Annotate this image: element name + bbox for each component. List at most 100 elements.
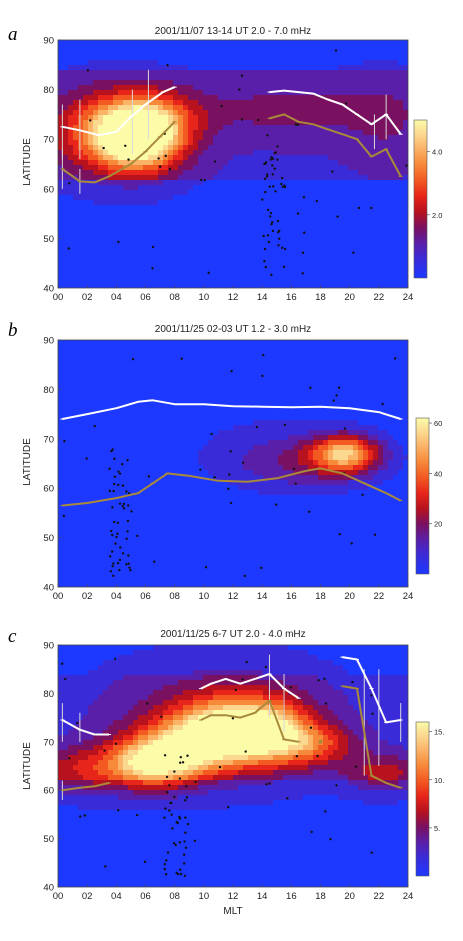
panel-title: 2001/11/25 6-7 UT 2.0 - 4.0 mHz	[160, 629, 305, 640]
x-tick-label: 20	[344, 292, 355, 303]
x-tick-label: 16	[286, 891, 297, 902]
heatmap-field	[58, 40, 408, 288]
x-tick-label: 04	[111, 891, 122, 902]
colorbar: 15. 10. 5.	[415, 721, 444, 877]
y-tick-label: 70	[43, 135, 54, 146]
station-dots	[62, 353, 397, 578]
y-tick-label: 60	[43, 484, 54, 495]
heatmap-field	[58, 645, 408, 887]
y-tick-label: 90	[43, 336, 54, 347]
x-tick-label: 22	[374, 292, 385, 303]
x-tick-label: 04	[111, 591, 122, 602]
x-tick-label: 18	[315, 891, 326, 902]
boundary-line	[61, 719, 109, 736]
x-tick-label: 04	[111, 292, 122, 303]
x-tick-label: 10	[199, 591, 210, 602]
series-equatorward-boundary	[60, 685, 403, 800]
x-tick-label: 12	[228, 591, 239, 602]
colorbar: 20 40 60	[415, 417, 442, 575]
y-tick-label: 80	[43, 85, 54, 96]
y-axis-label: LATITUDE	[22, 742, 33, 790]
y-tick-label: 80	[43, 689, 54, 700]
x-tick-label: 20	[344, 591, 355, 602]
colorbar-tick-label: 2.0	[432, 211, 442, 220]
y-tick-label: 50	[43, 234, 54, 245]
x-tick-label: 10	[199, 891, 210, 902]
x-tick-label: 12	[228, 292, 239, 303]
series-poleward-boundary	[60, 399, 403, 420]
x-tick-label: 06	[140, 292, 151, 303]
station-dots	[60, 657, 374, 877]
colorbar-tick-label: 10.	[434, 776, 444, 785]
x-tick-label: 02	[82, 591, 93, 602]
x-tick-label: 22	[374, 891, 385, 902]
colorbar-tick-label: 15.	[434, 728, 444, 737]
y-tick-label: 90	[43, 641, 54, 652]
colorbar-tick-label: 60	[434, 419, 442, 428]
x-tick-label: 02	[82, 292, 93, 303]
y-tick-label: 50	[43, 834, 54, 845]
x-tick-label: 18	[315, 292, 326, 303]
boundary-point	[318, 739, 323, 744]
y-tick-label: 70	[43, 434, 54, 445]
series-equatorward-boundary	[60, 467, 403, 507]
y-tick-label: 60	[43, 184, 54, 195]
boundary-line	[61, 121, 176, 184]
colorbar-tick-label: 40	[434, 469, 442, 478]
x-tick-label: 16	[286, 292, 297, 303]
x-tick-label: 06	[140, 591, 151, 602]
y-tick-label: 40	[43, 284, 54, 295]
boundary-line	[269, 113, 402, 177]
colorbar-tick-label: 20	[434, 520, 442, 529]
x-tick-label: 08	[169, 292, 180, 303]
colorbar: 2.0 4.0	[413, 119, 442, 279]
panel-c: 00 02 04 06 08 10 12 14 16 18 20 22 24 40 50 60 70 80 90 LA…	[8, 626, 444, 902]
panel-letter: c	[8, 626, 17, 647]
panel-title: 2001/11/25 02-03 UT 1.2 - 3.0 mHz	[155, 324, 311, 335]
x-tick-label: 08	[169, 591, 180, 602]
y-tick-label: 60	[43, 786, 54, 797]
x-tick-label: 20	[344, 891, 355, 902]
boundary-line	[200, 673, 300, 700]
x-tick-label: 10	[199, 292, 210, 303]
x-tick-label: 00	[53, 891, 64, 902]
x-tick-label: 24	[403, 891, 414, 902]
boundary-line	[200, 699, 299, 743]
x-tick-label: 12	[228, 891, 239, 902]
station-dots	[65, 49, 408, 277]
y-tick-label: 40	[43, 583, 54, 594]
x-tick-label: 14	[257, 591, 268, 602]
y-axis-label: LATITUDE	[22, 438, 33, 486]
y-tick-label: 40	[43, 883, 54, 894]
x-tick-label: 00	[53, 292, 64, 303]
x-tick-label: 14	[257, 891, 268, 902]
y-tick-label: 50	[43, 533, 54, 544]
x-tick-label: 22	[374, 591, 385, 602]
boundary-line	[62, 399, 402, 420]
boundary-line	[269, 89, 402, 135]
panel-b: 00 02 04 06 08 10 12 14 16 18 20 22 24 40 50 60 70 80 90 LA…	[8, 320, 442, 602]
x-tick-label: 16	[286, 591, 297, 602]
x-tick-label: 24	[403, 591, 414, 602]
x-tick-label: 02	[82, 891, 93, 902]
boundary-line	[62, 467, 402, 507]
x-tick-label: 08	[169, 891, 180, 902]
panel-letter: a	[8, 24, 18, 45]
y-tick-label: 90	[43, 36, 54, 47]
colorbar-tick-label: 4.0	[432, 148, 442, 157]
panel-letter: b	[8, 320, 18, 341]
x-tick-label: 00	[53, 591, 64, 602]
boundary-line	[62, 781, 110, 792]
y-axis-label: LATITUDE	[22, 138, 33, 186]
x-tick-label: 14	[257, 292, 268, 303]
x-axis-label: MLT	[223, 906, 242, 917]
x-tick-label: 18	[315, 591, 326, 602]
series-poleward-boundary	[60, 654, 403, 776]
heatmap-field	[58, 340, 408, 587]
y-tick-label: 80	[43, 385, 54, 396]
x-tick-label: 24	[403, 292, 414, 303]
x-tick-label: 06	[140, 891, 151, 902]
boundary-line	[62, 86, 176, 137]
panel-a: 00 02 04 06 08 10 12 14 16 18 20 22 24 40 50 60 70 80 90 LA…	[8, 24, 442, 303]
